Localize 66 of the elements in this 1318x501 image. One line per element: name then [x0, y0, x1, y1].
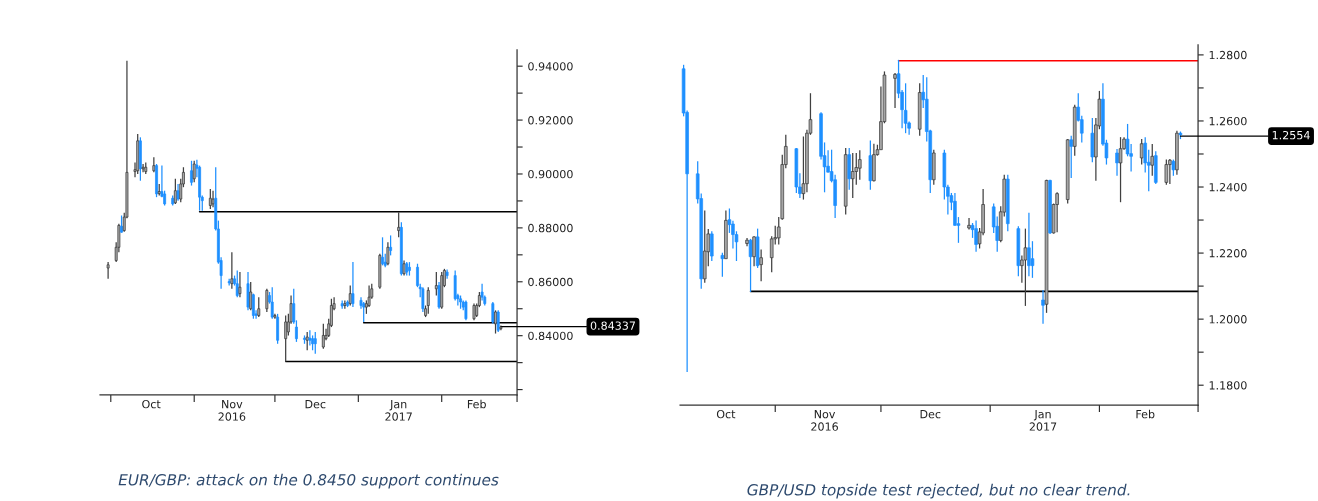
annotation: 1.2554 [1272, 130, 1310, 140]
candlestick [426, 286, 430, 315]
y-tick-label: 1.2000 [1209, 315, 1247, 324]
y-tick-label: 0.90000 [528, 169, 573, 179]
candlestick [303, 334, 306, 345]
x-tick-label: Feb [1136, 409, 1155, 419]
candlestick [249, 281, 253, 311]
x-tick-label: Oct [716, 409, 736, 419]
candlestick [1030, 240, 1035, 279]
candlestick [453, 269, 457, 302]
candlestick [858, 149, 862, 181]
candlestick [351, 261, 355, 308]
y-tick-label: 1.2200 [1209, 249, 1247, 258]
x-tick-label: Jan 2017 [385, 400, 412, 421]
candlestick [967, 217, 971, 231]
y-tick-label: 1.1800 [1209, 381, 1247, 390]
candlestick [1023, 228, 1028, 307]
y-tick-label: 1.2800 [1209, 50, 1247, 60]
x-tick-label: Jan 2017 [1029, 410, 1057, 431]
x-tick-label: Nov 2016 [218, 400, 246, 421]
candlestick [1139, 138, 1144, 166]
candlestick [1027, 212, 1031, 277]
y-tick-label: 0.86000 [528, 277, 573, 287]
candlestick [235, 269, 239, 298]
candlestick [1164, 158, 1169, 186]
candlestick [720, 252, 725, 278]
candlestick [305, 331, 309, 351]
y-tick-label: 0.92000 [528, 116, 573, 125]
candlestick [1115, 148, 1119, 177]
candlestick [437, 281, 441, 310]
candlestick [1150, 143, 1155, 177]
candlestick [308, 329, 312, 347]
candlestick [974, 219, 978, 253]
candlestick [710, 230, 714, 262]
candlestick [257, 296, 261, 318]
candlestick [1168, 158, 1172, 185]
x-tick-label: Oct [142, 399, 161, 409]
candlestick [850, 152, 855, 199]
y-tick-label: 1.2400 [1209, 182, 1247, 192]
candlestick [321, 323, 325, 350]
candlestick [759, 248, 763, 282]
x-tick-label: Dec [920, 410, 941, 419]
y-tick-label: 0.94000 [528, 62, 573, 71]
candlestick [311, 334, 315, 351]
candlestick [1041, 289, 1045, 325]
y-tick-label: 0.84000 [528, 331, 573, 341]
annotation: 0.84337 [590, 321, 635, 330]
x-tick-label: Feb [467, 399, 486, 409]
candlestick [246, 271, 250, 311]
candlestick [106, 261, 110, 280]
x-tick-label: Dec [305, 400, 326, 409]
text: GBP/USD topside test rejected, but no clear trend. [747, 483, 1130, 499]
candlestick [893, 72, 897, 109]
candlestick [251, 293, 255, 320]
x-tick-label: Nov 2016 [811, 410, 838, 431]
y-tick-label: 1.2600 [1209, 116, 1247, 126]
candlestick [1055, 191, 1059, 233]
candlestick [1090, 117, 1095, 163]
candlestick [752, 235, 756, 267]
y-tick-label: 0.88000 [528, 223, 573, 233]
candlestick [389, 234, 393, 257]
candlestick [238, 271, 242, 298]
candlestick [397, 211, 401, 238]
candlestick [421, 286, 425, 313]
text: EUR/GBP: attack on the 0.8450 support continues [118, 473, 499, 489]
candlestick [1069, 135, 1073, 179]
